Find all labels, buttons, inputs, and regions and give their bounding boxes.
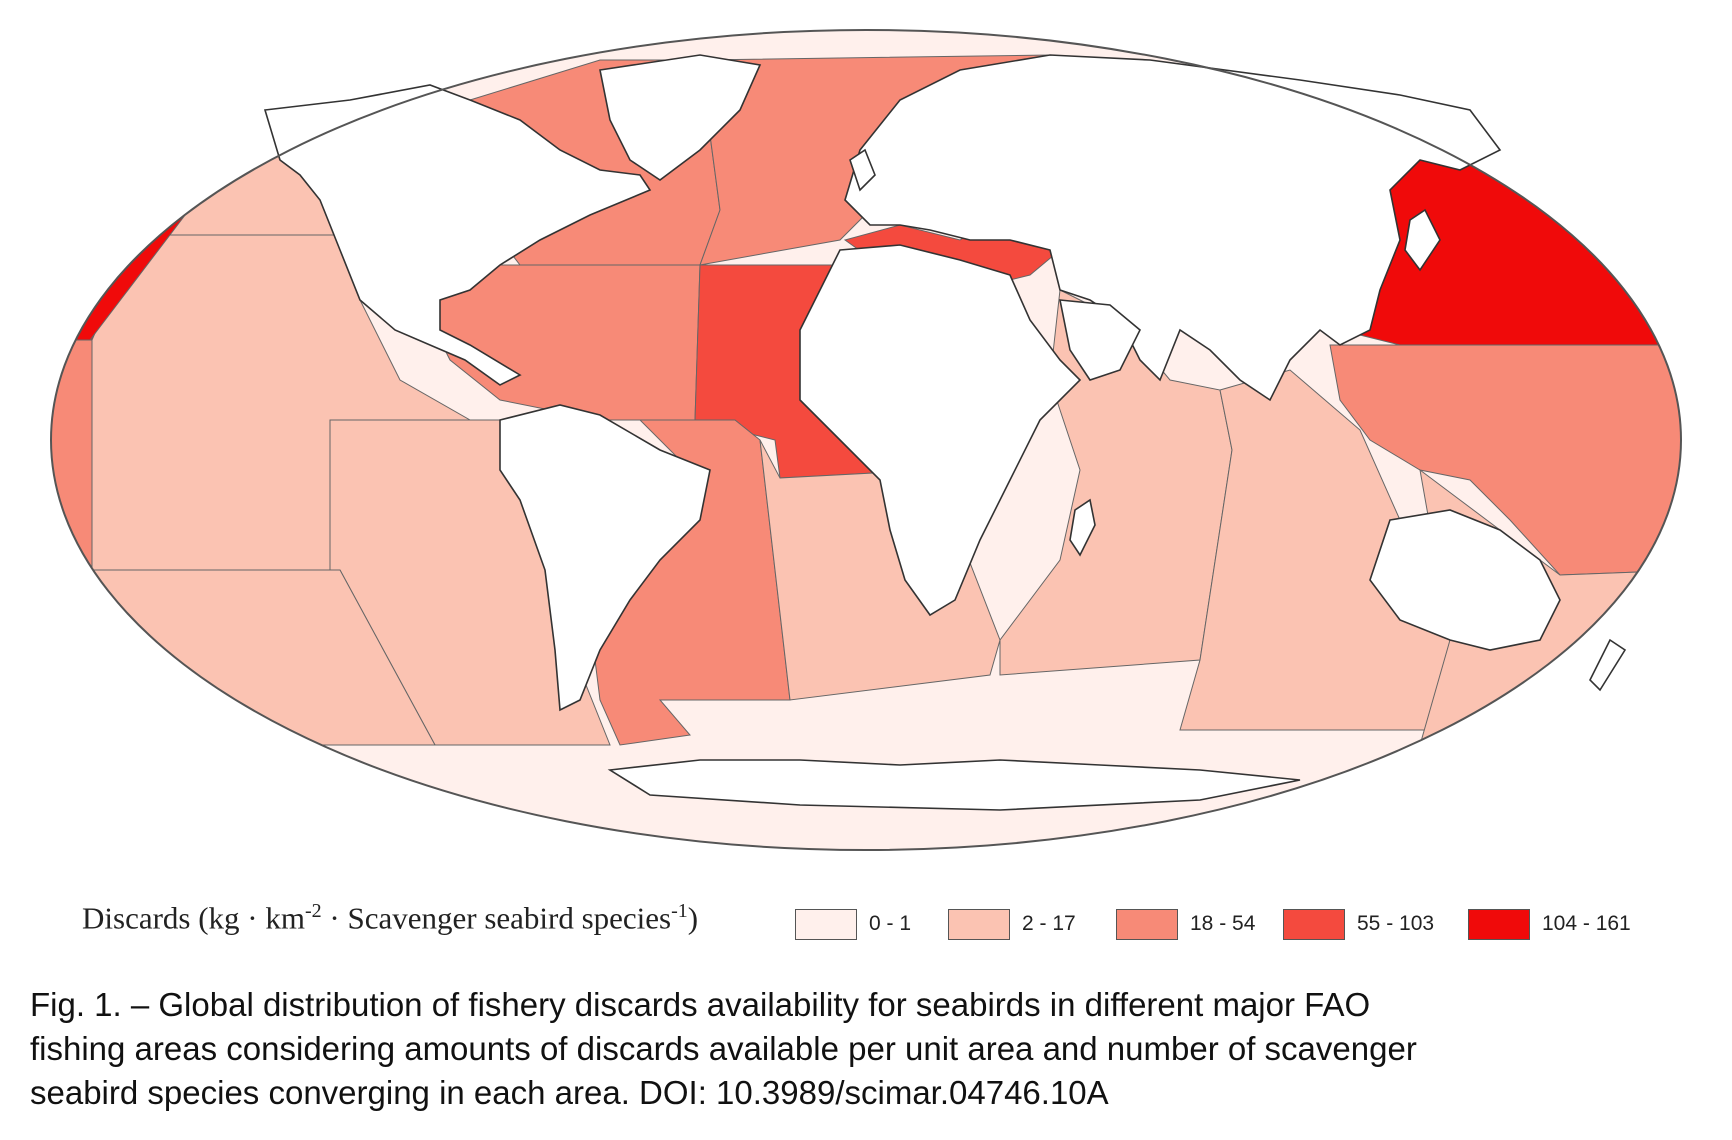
antarctica (607, 759, 1301, 811)
legend-title-sup2: -1 (671, 900, 688, 922)
legend-label: 18 - 54 (1190, 912, 1256, 935)
legend-swatch (1116, 908, 1178, 940)
map-legend: Discards (kg · km-2 · Scavenger seabird … (0, 880, 1732, 960)
legend-label: 0 - 1 (869, 912, 912, 935)
legend-label: 104 - 161 (1542, 912, 1631, 935)
legend-label: 2 - 17 (1022, 912, 1076, 935)
fao-area-pacific-western-strip (51, 339, 93, 571)
legend-label: 55 - 103 (1357, 912, 1435, 935)
legend-item-55-103: 55 - 103 (1283, 907, 1434, 941)
caption-line-3: seabird species converging in each area.… (30, 1074, 1109, 1111)
south-america (499, 404, 711, 712)
legend-title-suffix: ) (687, 900, 699, 936)
legend-swatch (1468, 908, 1530, 940)
new-zealand (1589, 638, 1627, 692)
arabian-peninsula (1059, 299, 1141, 381)
legend-title-middle: · Scavenger seabird species (321, 900, 672, 936)
madagascar (1069, 498, 1096, 557)
legend-item-0-1: 0 - 1 (795, 907, 911, 941)
legend-title: Discards (kg · km-2 · Scavenger seabird … (82, 900, 698, 936)
eurasia (844, 54, 1502, 402)
legend-swatch (1283, 908, 1345, 940)
japan (1404, 208, 1441, 272)
legend-swatch (795, 908, 857, 940)
caption-line-1: Fig. 1. – Global distribution of fishery… (30, 986, 1371, 1023)
caption-line-2: fishing areas considering amounts of dis… (30, 1030, 1417, 1067)
africa (799, 244, 1082, 617)
north-america (263, 84, 652, 386)
uk-ireland (849, 148, 876, 192)
globe-outline (50, 29, 1682, 851)
world-map (50, 29, 1682, 851)
legend-item-2-17: 2 - 17 (948, 907, 1076, 941)
legend-swatch (948, 908, 1010, 940)
legend-title-sup1: -2 (304, 900, 322, 922)
australia (1369, 509, 1561, 651)
legend-item-18-54: 18 - 54 (1116, 907, 1255, 941)
figure-caption: Fig. 1. – Global distribution of fishery… (30, 983, 1710, 1115)
legend-item-104-161: 104 - 161 (1468, 907, 1631, 941)
greenland (599, 54, 762, 181)
landmasses (263, 54, 1627, 811)
legend-title-prefix: Discards (kg · km (82, 900, 305, 936)
